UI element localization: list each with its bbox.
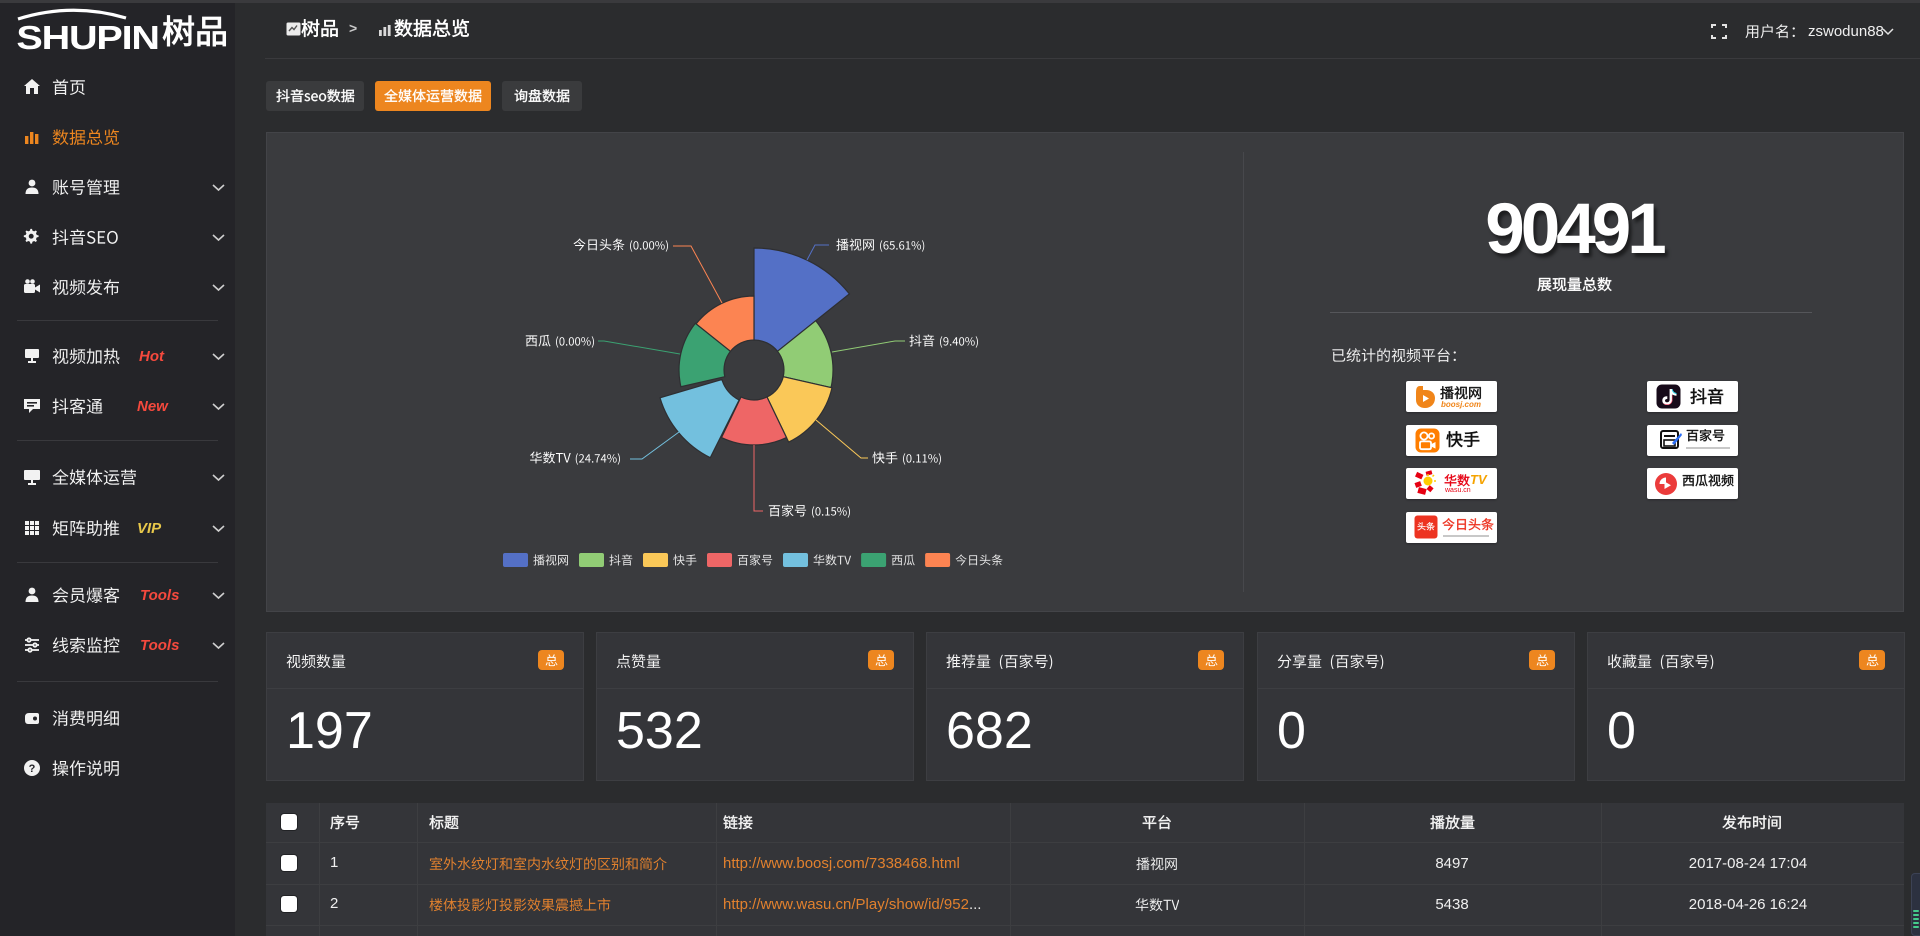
svg-text:?: ? bbox=[29, 763, 36, 775]
svg-text:SHUPIN: SHUPIN bbox=[16, 19, 158, 56]
